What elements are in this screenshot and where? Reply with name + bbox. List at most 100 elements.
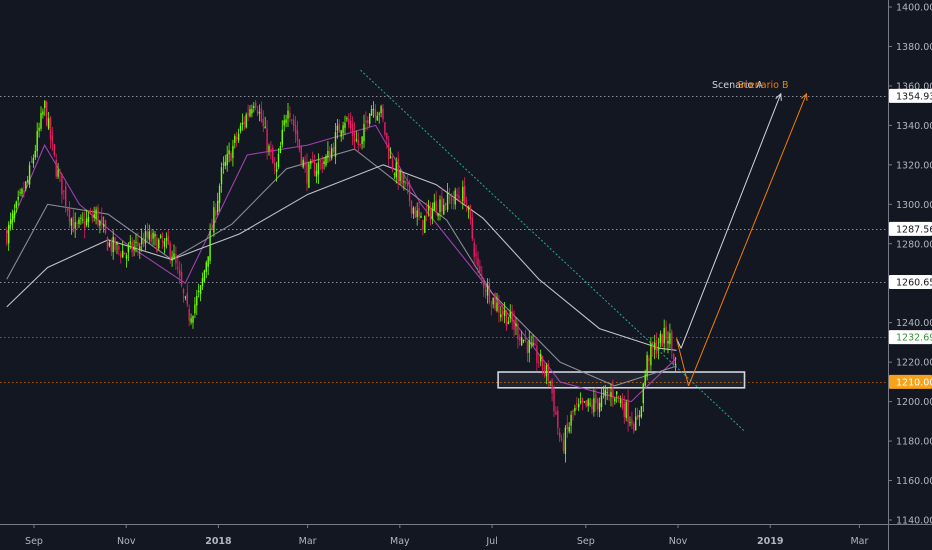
candle-body[interactable] [545, 365, 548, 377]
candle-body[interactable] [659, 333, 662, 344]
candle-body[interactable] [346, 117, 348, 120]
candle-body[interactable] [55, 159, 57, 177]
candle-body[interactable] [342, 125, 344, 134]
candle-body[interactable] [304, 161, 306, 166]
scenario-a-arrow-segment[interactable] [680, 93, 782, 349]
candle-body[interactable] [23, 191, 25, 193]
candle-body[interactable] [292, 119, 295, 127]
candle-body[interactable] [424, 215, 426, 233]
candle-body[interactable] [621, 399, 624, 408]
candle-body[interactable] [585, 400, 587, 407]
candle-body[interactable] [389, 156, 392, 159]
candle-body[interactable] [95, 209, 97, 219]
candle-body[interactable] [125, 255, 128, 259]
candle-body[interactable] [21, 188, 23, 194]
candle-body[interactable] [661, 334, 663, 347]
candle-body[interactable] [294, 124, 297, 134]
candle-body[interactable] [671, 331, 673, 350]
candle-body[interactable] [570, 414, 572, 426]
candle-body[interactable] [28, 165, 31, 185]
candle-body[interactable] [425, 211, 428, 213]
candle-body[interactable] [133, 246, 135, 250]
candle-body[interactable] [456, 194, 458, 197]
candle-body[interactable] [408, 183, 411, 202]
candle-body[interactable] [433, 202, 435, 211]
candle-body[interactable] [393, 173, 396, 175]
candle-body[interactable] [17, 196, 19, 200]
candle-body[interactable] [367, 119, 369, 124]
candle-body[interactable] [15, 201, 17, 208]
candle-body[interactable] [348, 118, 350, 125]
candle-body[interactable] [564, 427, 567, 454]
candle-body[interactable] [300, 146, 302, 165]
candle-body[interactable] [579, 401, 582, 403]
candle-body[interactable] [454, 190, 456, 205]
candle-body[interactable] [285, 119, 287, 123]
candle-body[interactable] [636, 414, 639, 420]
candle-body[interactable] [547, 364, 549, 381]
candle-body[interactable] [484, 289, 487, 292]
candle-body[interactable] [13, 210, 16, 218]
candle-body[interactable] [63, 190, 65, 192]
price-level-tag[interactable] [889, 374, 932, 389]
candle-body[interactable] [319, 160, 321, 162]
candle-body[interactable] [150, 234, 152, 242]
candle-body[interactable] [443, 204, 445, 215]
candle-body[interactable] [524, 338, 527, 341]
candle-body[interactable] [70, 218, 73, 226]
candle-body[interactable] [562, 440, 565, 451]
candle-body[interactable] [311, 159, 314, 163]
candle-body[interactable] [410, 200, 413, 213]
candle-body[interactable] [66, 208, 69, 211]
candle-body[interactable] [226, 153, 228, 166]
candle-body[interactable] [256, 110, 259, 115]
candle-body[interactable] [275, 168, 278, 172]
moving-average-line[interactable] [6, 148, 677, 387]
candle-body[interactable] [380, 106, 382, 114]
candle-body[interactable] [313, 161, 316, 176]
candle-body[interactable] [106, 237, 109, 251]
scenario-b-arrow-segment[interactable] [676, 338, 690, 386]
candle-body[interactable] [549, 381, 551, 383]
candle-body[interactable] [593, 398, 595, 413]
candle-body[interactable] [302, 159, 304, 168]
candle-body[interactable] [9, 219, 12, 225]
candle-body[interactable] [139, 246, 141, 251]
candle-body[interactable] [412, 207, 415, 215]
candle-body[interactable] [420, 215, 422, 218]
candle-body[interactable] [213, 207, 215, 233]
candle-body[interactable] [85, 218, 88, 225]
candle-body[interactable] [612, 388, 614, 399]
candle-body[interactable] [672, 353, 675, 364]
candle-body[interactable] [629, 422, 631, 424]
candle-body[interactable] [490, 305, 492, 307]
candle-body[interactable] [655, 340, 658, 354]
candle-body[interactable] [422, 219, 424, 230]
candle-body[interactable] [310, 161, 312, 164]
candle-body[interactable] [646, 354, 648, 377]
candle-body[interactable] [34, 150, 36, 158]
candle-body[interactable] [247, 113, 249, 115]
candle-body[interactable] [619, 399, 622, 404]
candle-body[interactable] [190, 318, 192, 323]
scenario-b-arrow-segment[interactable] [688, 93, 807, 387]
candle-body[interactable] [361, 136, 363, 144]
candle-body[interactable] [336, 125, 339, 131]
candle-body[interactable] [536, 345, 538, 363]
candle-body[interactable] [642, 383, 644, 404]
candle-body[interactable] [669, 333, 671, 345]
candle-body[interactable] [296, 130, 299, 141]
candle-body[interactable] [465, 204, 468, 206]
candle-body[interactable] [332, 146, 335, 153]
candle-body[interactable] [541, 355, 544, 370]
candle-body[interactable] [439, 199, 441, 213]
candle-body[interactable] [555, 411, 557, 415]
candle-body[interactable] [644, 374, 646, 386]
candle-body[interactable] [148, 231, 150, 240]
candle-body[interactable] [234, 135, 236, 143]
candle-body[interactable] [110, 240, 112, 252]
candle-body[interactable] [68, 207, 71, 222]
candle-body[interactable] [406, 182, 409, 186]
candle-body[interactable] [368, 113, 371, 124]
candle-body[interactable] [80, 217, 82, 219]
